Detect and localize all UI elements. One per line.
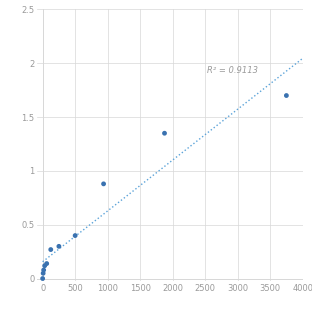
Point: [101, 181, 106, 186]
Point: [41, 267, 46, 272]
Point: [44, 261, 49, 266]
Point: [41, 271, 46, 276]
Point: [284, 93, 289, 98]
Point: [73, 233, 78, 238]
Point: [48, 247, 53, 252]
Point: [42, 263, 47, 268]
Point: [162, 131, 167, 136]
Point: [40, 276, 45, 281]
Text: R² = 0.9113: R² = 0.9113: [207, 66, 258, 76]
Point: [56, 244, 61, 249]
